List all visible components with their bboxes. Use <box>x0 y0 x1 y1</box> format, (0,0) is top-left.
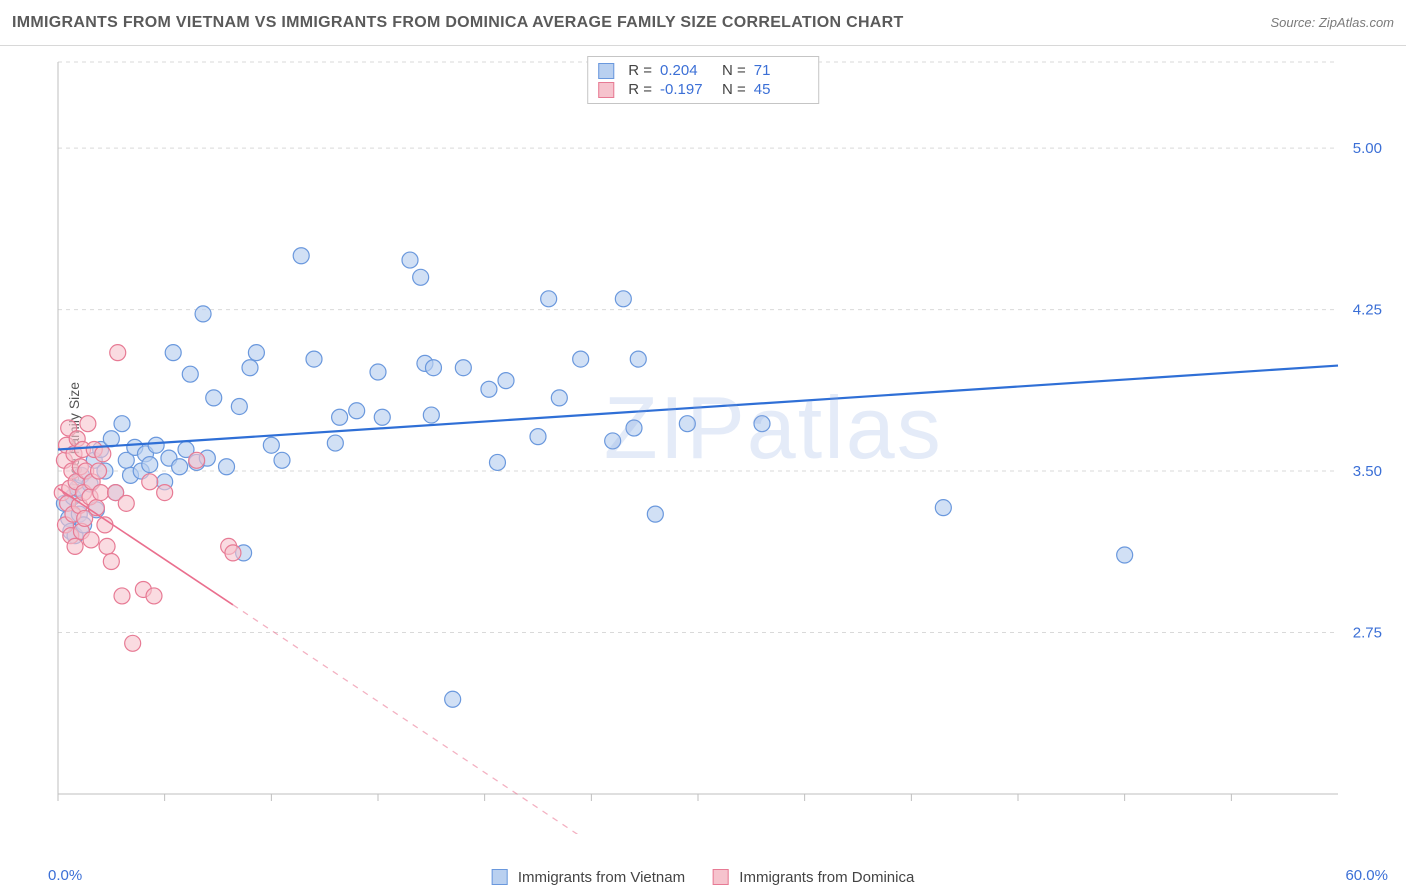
swatch-vietnam <box>598 63 614 79</box>
legend-label-dominica: Immigrants from Dominica <box>739 869 914 886</box>
swatch-dominica-bottom <box>713 869 729 885</box>
correlation-legend: R = 0.204 N = 71 R = -0.197 N = 45 <box>587 56 819 104</box>
legend-r-vietnam: 0.204 <box>660 62 714 79</box>
legend-item-vietnam: Immigrants from Vietnam <box>492 869 685 886</box>
legend-n-dominica: 45 <box>754 81 808 98</box>
legend-r-label: R = <box>628 81 652 98</box>
legend-item-dominica: Immigrants from Dominica <box>713 869 914 886</box>
chart-source: Source: ZipAtlas.com <box>1270 15 1394 30</box>
swatch-vietnam-bottom <box>492 869 508 885</box>
chart-header: IMMIGRANTS FROM VIETNAM VS IMMIGRANTS FR… <box>0 0 1406 46</box>
x-axis-min-label: 0.0% <box>48 867 82 884</box>
series-legend: Immigrants from Vietnam Immigrants from … <box>492 869 915 886</box>
svg-text:2.75: 2.75 <box>1353 625 1382 642</box>
scatter-plot: 2.75 3.50 4.25 5.00 <box>48 54 1388 834</box>
legend-row-vietnam: R = 0.204 N = 71 <box>598 61 808 80</box>
legend-r-dominica: -0.197 <box>660 81 714 98</box>
legend-n-label: N = <box>722 62 746 79</box>
legend-row-dominica: R = -0.197 N = 45 <box>598 80 808 99</box>
legend-label-vietnam: Immigrants from Vietnam <box>518 869 685 886</box>
legend-n-label: N = <box>722 81 746 98</box>
x-axis-max-label: 60.0% <box>1345 867 1388 884</box>
chart-title: IMMIGRANTS FROM VIETNAM VS IMMIGRANTS FR… <box>12 14 904 32</box>
legend-n-vietnam: 71 <box>754 62 808 79</box>
svg-text:5.00: 5.00 <box>1353 140 1382 157</box>
svg-text:4.25: 4.25 <box>1353 302 1382 319</box>
legend-r-label: R = <box>628 62 652 79</box>
svg-text:3.50: 3.50 <box>1353 463 1382 480</box>
swatch-dominica <box>598 82 614 98</box>
